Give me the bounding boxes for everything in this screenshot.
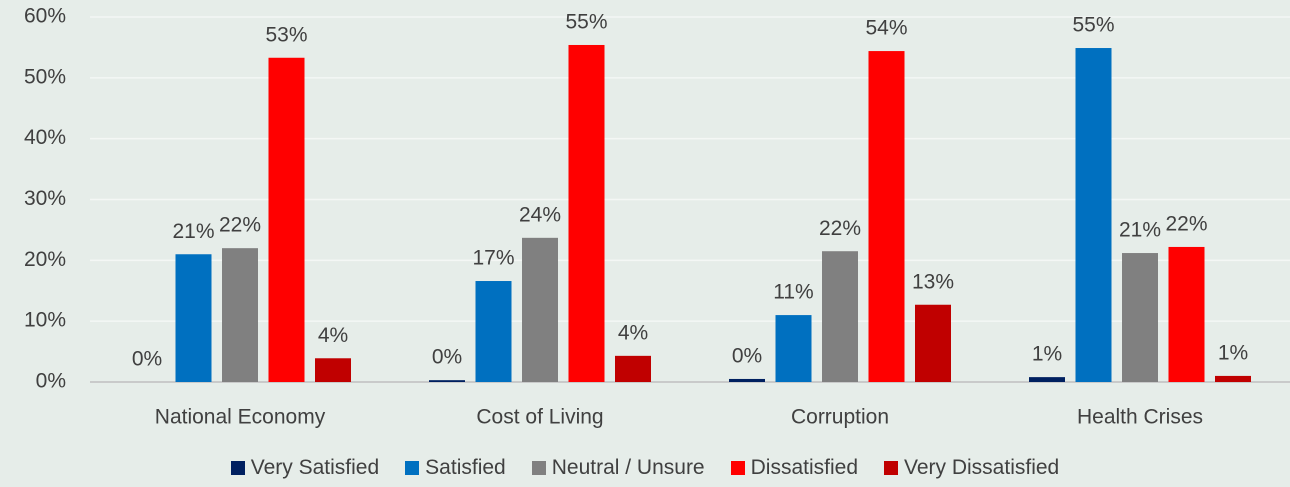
- data-label: 22%: [1165, 212, 1207, 235]
- y-tick-label: 10%: [24, 309, 66, 332]
- bar: [1075, 48, 1112, 383]
- x-tick-label: National Economy: [155, 406, 326, 429]
- legend-label: Satisfied: [425, 456, 506, 479]
- legend-swatch: [884, 461, 898, 475]
- y-tick-label: 50%: [24, 65, 66, 88]
- data-label: 54%: [865, 17, 907, 40]
- data-label: 22%: [819, 217, 861, 240]
- data-label: 17%: [472, 247, 514, 270]
- data-label: 0%: [132, 348, 162, 371]
- data-label: 24%: [519, 203, 561, 226]
- data-label: 0%: [732, 345, 762, 368]
- legend-item: Satisfied: [405, 456, 506, 480]
- x-tick-label: Health Crises: [1077, 406, 1203, 429]
- data-label: 22%: [219, 214, 261, 237]
- legend-item: Neutral / Unsure: [531, 456, 705, 480]
- bar: [1029, 377, 1065, 382]
- legend-item: Very Dissatisfied: [884, 456, 1059, 480]
- bar: [615, 355, 651, 382]
- data-label: 4%: [618, 321, 648, 344]
- x-tick-label: Corruption: [791, 406, 889, 429]
- legend: Very Satisfied Satisfied Neutral / Unsure D…: [0, 456, 1290, 480]
- bar: [475, 281, 512, 382]
- data-label: 4%: [318, 324, 348, 347]
- data-label: 55%: [1072, 14, 1114, 37]
- legend-swatch: [730, 461, 745, 475]
- legend-item: Dissatisfied: [730, 456, 858, 480]
- y-tick-label: 0%: [36, 370, 66, 393]
- bar: [1168, 246, 1205, 382]
- bar: [775, 315, 812, 382]
- bar: [268, 57, 305, 383]
- bar: [729, 378, 765, 382]
- legend-swatch: [405, 461, 420, 475]
- legend-swatch: [230, 461, 245, 475]
- legend-item: Very Satisfied: [230, 456, 380, 480]
- data-label: 11%: [773, 281, 813, 304]
- legend-label: Very Dissatisfied: [904, 456, 1060, 479]
- y-tick-label: 30%: [24, 187, 66, 210]
- bar: [315, 358, 351, 382]
- data-label: 13%: [912, 270, 954, 293]
- bar: [175, 254, 212, 382]
- legend-label: Neutral / Unsure: [551, 456, 705, 479]
- y-tick-label: 20%: [24, 248, 66, 271]
- data-label: 1%: [1218, 341, 1248, 364]
- bar: [915, 304, 951, 382]
- bar: [868, 51, 905, 383]
- legend-label: Dissatisfied: [750, 456, 858, 479]
- bar: [429, 380, 465, 382]
- data-label: 21%: [1119, 219, 1161, 242]
- data-label: 1%: [1032, 343, 1062, 366]
- legend-label: Very Satisfied: [250, 456, 380, 479]
- y-tick-label: 40%: [24, 126, 66, 149]
- bar: [1215, 375, 1251, 382]
- bar: [822, 251, 858, 382]
- x-tick-label: Cost of Living: [476, 406, 603, 429]
- bar: [568, 44, 605, 382]
- data-label: 21%: [172, 220, 214, 243]
- chart: 0% 10% 20% 30% 40% 50% 60% National Economy 0% 21…: [24, 5, 1290, 429]
- data-label: 55%: [565, 11, 607, 34]
- bar: [522, 237, 558, 382]
- data-label: 0%: [432, 346, 462, 369]
- bar: [222, 248, 258, 382]
- legend-swatch: [531, 461, 546, 475]
- bar: [1122, 253, 1158, 382]
- data-label: 53%: [265, 23, 307, 46]
- y-tick-label: 60%: [24, 5, 66, 28]
